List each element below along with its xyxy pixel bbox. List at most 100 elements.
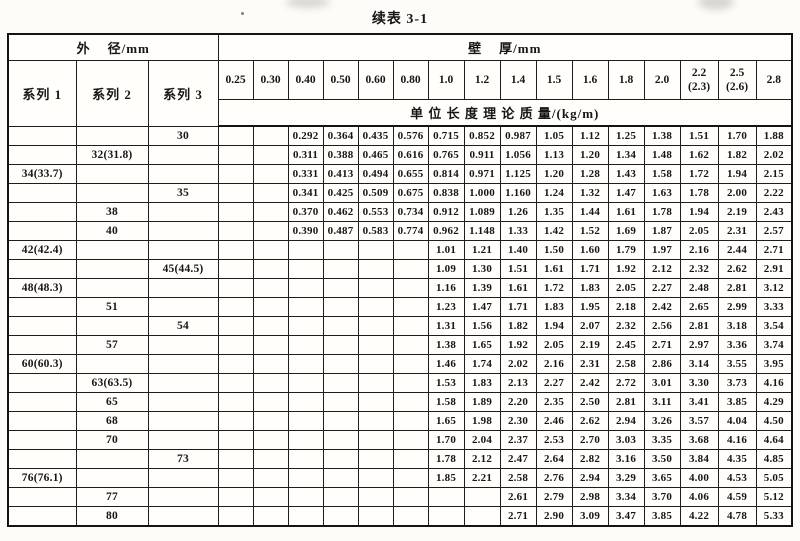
mass-value-cell: 3.85 [717, 392, 757, 412]
mass-value-cell: 2.02 [499, 354, 537, 374]
od-series2-cell: 40 [75, 221, 149, 241]
mass-value-cell: 4.16 [755, 373, 793, 393]
od-series1-cell [7, 221, 77, 241]
mass-value-cell: 0.494 [357, 164, 394, 184]
thickness-column-header: 0.25 [217, 60, 254, 100]
mass-value-cell: 1.48 [643, 145, 681, 165]
mass-value-cell: 1.20 [571, 145, 609, 165]
mass-value-cell: 2.81 [679, 316, 719, 336]
mass-value-cell [252, 392, 289, 412]
mass-value-cell: 2.72 [607, 373, 645, 393]
mass-value-cell [392, 354, 429, 374]
mass-value-cell: 1.56 [463, 316, 501, 336]
od-series3-cell [147, 354, 219, 374]
table-row: 60(60.3) 1.46 1.74 2.02 2.16 2.31 2.58 2.86 3.14… [7, 354, 793, 374]
mass-value-cell: 2.94 [571, 468, 609, 488]
od-series1-cell [7, 125, 77, 146]
mass-value-cell: 1.89 [463, 392, 501, 412]
mass-value-cell: 0.583 [357, 221, 394, 241]
mass-value-cell: 1.71 [571, 259, 609, 279]
mass-value-cell [252, 278, 289, 298]
mass-value-cell: 2.27 [643, 278, 681, 298]
table-row: 42(42.4) 1.01 1.21 1.40 1.50 1.60 1.79 1.97 2.16… [7, 240, 793, 260]
mass-value-cell: 3.36 [717, 335, 757, 355]
mass-value-cell [217, 125, 254, 146]
mass-value-cell [357, 392, 394, 412]
mass-value-cell: 2.22 [755, 183, 793, 203]
mass-value-cell: 2.99 [717, 297, 757, 317]
mass-value-cell [392, 430, 429, 450]
mass-value-cell: 2.97 [679, 335, 719, 355]
od-series3-cell: 73 [147, 449, 219, 469]
mass-value-cell: 1.72 [535, 278, 573, 298]
mass-value-cell: 1.09 [427, 259, 465, 279]
mass-value-cell: 2.13 [499, 373, 537, 393]
mass-value-cell: 1.94 [717, 164, 757, 184]
thickness-column-header: 1.2 [463, 60, 501, 100]
table-row: 40 0.390 0.487 0.583 0.774 0.962 1.148 1.33 1.42… [7, 221, 793, 241]
mass-value-cell [322, 297, 359, 317]
mass-value-cell: 1.98 [463, 411, 501, 431]
mass-value-cell [252, 259, 289, 279]
mass-value-cell: 3.85 [643, 506, 681, 527]
mass-value-cell: 1.40 [499, 240, 537, 260]
table-row: 51 1.23 1.47 1.71 1.83 1.95 2.18 2.42 2.65 2.99 3.… [7, 297, 793, 317]
mass-value-cell [217, 392, 254, 412]
od-series2-cell: 51 [75, 297, 149, 317]
table-row: 30 0.292 0.364 0.435 0.576 0.715 0.852 0.987 1.0… [7, 125, 793, 146]
mass-value-cell: 0.616 [392, 145, 429, 165]
mass-value-cell: 3.33 [755, 297, 793, 317]
od-series1-cell [7, 411, 77, 431]
mass-value-cell: 1.62 [679, 145, 719, 165]
mass-value-cell [357, 335, 394, 355]
od-series2-cell [75, 183, 149, 203]
od-series3-cell [147, 468, 219, 488]
mass-value-cell: 5.33 [755, 506, 793, 527]
mass-value-cell [287, 468, 324, 488]
mass-value-cell: 0.553 [357, 202, 394, 222]
mass-value-cell: 4.64 [755, 430, 793, 450]
mass-value-cell: 0.311 [287, 145, 324, 165]
od-series3-cell [147, 164, 219, 184]
mass-value-cell: 2.15 [755, 164, 793, 184]
table-row: 35 0.341 0.425 0.509 0.675 0.838 1.000 1.160 1.2… [7, 183, 793, 203]
od-series3-cell [147, 202, 219, 222]
mass-value-cell: 4.29 [755, 392, 793, 412]
mass-value-cell: 1.24 [535, 183, 573, 203]
mass-value-cell: 2.62 [717, 259, 757, 279]
od-series2-cell [75, 259, 149, 279]
mass-value-cell: 1.60 [571, 240, 609, 260]
mass-value-cell: 1.50 [535, 240, 573, 260]
mass-value-cell: 1.97 [643, 240, 681, 260]
scan-speck [241, 12, 244, 15]
mass-value-cell: 3.65 [643, 468, 681, 488]
mass-value-cell: 1.53 [427, 373, 465, 393]
mass-value-cell: 3.34 [607, 487, 645, 507]
mass-value-cell [392, 411, 429, 431]
mass-value-cell: 1.69 [607, 221, 645, 241]
unit-mass-header: 单 位 长 度 理 论 质 量/(kg/m) [217, 99, 793, 127]
mass-value-cell: 1.31 [427, 316, 465, 336]
mass-value-cell [287, 487, 324, 507]
mass-value-cell: 3.11 [643, 392, 681, 412]
mass-value-cell: 3.03 [607, 430, 645, 450]
od-series3-cell [147, 221, 219, 241]
mass-value-cell: 0.962 [427, 221, 465, 241]
table-row: 32(31.8) 0.311 0.388 0.465 0.616 0.765 0.911 1.… [7, 145, 793, 165]
mass-value-cell [392, 316, 429, 336]
header-row-groups: 外 径/mm 壁 厚/mm [7, 33, 793, 61]
mass-value-cell: 1.26 [499, 202, 537, 222]
table-row: 76(76.1) 1.85 2.21 2.58 2.76 2.94 3.29 3.65 4.00… [7, 468, 793, 488]
mass-value-cell [287, 449, 324, 469]
mass-value-cell: 1.71 [499, 297, 537, 317]
mass-value-cell: 0.912 [427, 202, 465, 222]
mass-value-cell [357, 240, 394, 260]
table-row: 54 1.31 1.56 1.82 1.94 2.07 2.32 2.56 2.81 3.18 3.… [7, 316, 793, 336]
od-series3-cell: 45(44.5) [147, 259, 219, 279]
mass-value-cell: 1.79 [607, 240, 645, 260]
scan-smudge [698, 0, 734, 10]
mass-value-cell: 1.92 [607, 259, 645, 279]
mass-value-cell [287, 506, 324, 527]
mass-value-cell: 1.20 [535, 164, 573, 184]
mass-value-cell: 1.05 [535, 125, 573, 146]
